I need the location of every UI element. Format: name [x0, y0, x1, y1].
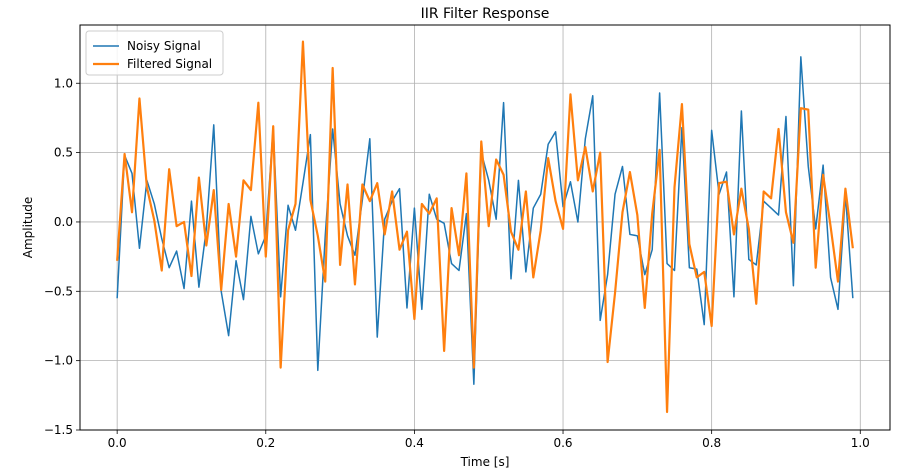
axes-frame	[79, 24, 891, 431]
legend-box	[85, 30, 224, 76]
y-axis-label: Amplitude	[21, 197, 35, 259]
y-tick-label: −1.5	[44, 423, 73, 437]
x-tick-label: 0.2	[256, 436, 275, 450]
y-tick-label: 0.5	[54, 146, 73, 160]
y-tick-label: −0.5	[44, 284, 73, 298]
chart-title: IIR Filter Response	[421, 6, 550, 22]
x-axis: 0.0 0.2 0.4 0.6 0.8 1.0	[108, 430, 870, 450]
x-tick-label: 1.0	[851, 436, 870, 450]
plot-area	[80, 25, 890, 430]
legend-entry: Filtered Signal	[127, 57, 212, 71]
x-tick-label: 0.8	[702, 436, 721, 450]
x-tick-label: 0.6	[553, 436, 572, 450]
series-line-noisy-signal	[116, 56, 854, 385]
y-tick-label: −1.0	[44, 354, 73, 368]
y-tick-label: 1.0	[54, 76, 73, 90]
y-axis: −1.5 −1.0 −0.5 0.0 0.5 1.0	[44, 76, 80, 437]
x-axis-label: Time [s]	[460, 455, 510, 469]
legend-entry: Noisy Signal	[127, 39, 201, 53]
y-tick-label: 0.0	[54, 215, 73, 229]
x-tick-label: 0.0	[108, 436, 127, 450]
legend: Noisy Signal Filtered Signal	[85, 30, 224, 76]
series-layer	[116, 40, 854, 414]
series-line-filtered-signal	[116, 40, 854, 414]
x-tick-label: 0.4	[405, 436, 424, 450]
